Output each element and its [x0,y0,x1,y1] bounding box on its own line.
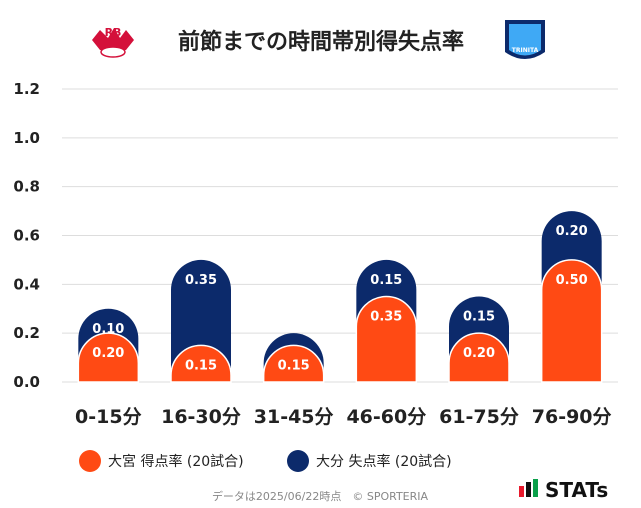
legend-swatch-home [79,450,101,472]
chart-title: 前節までの時間帯別得失点率 [178,29,464,55]
bull-icon [92,28,134,50]
x-axis: 0-15分 16-30分 31-45分 46-60分 61-75分 76-90分 [75,406,611,428]
away-logo-text: TRINITA [512,47,539,54]
home-logo-ball [100,46,126,58]
stats-brand-text: STATs [545,478,608,502]
bar-home-3 [262,344,325,383]
home-logo-text: RB [105,26,122,39]
x-tick-label: 76-90分 [532,406,612,428]
y-tick-label: 0.6 [13,227,40,245]
x-tick-label: 61-75分 [439,406,519,428]
data-label-home-1: 0.20 [92,346,124,361]
data-label-away-4: 0.15 [370,273,402,288]
legend: 大宮 得点率 (20試合) 大分 失点率 (20試合) [79,450,452,472]
stats-bar-icon-2 [526,482,531,497]
legend-label-home: 大宮 得点率 (20試合) [108,453,244,470]
away-team-logo: TRINITA [505,20,545,59]
bar-home-5 [448,332,510,383]
data-label-away-2: 0.35 [185,273,217,288]
y-axis: 0.0 0.2 0.4 0.6 0.8 1.0 1.2 [13,80,40,391]
data-label-home-3: 0.15 [278,358,310,373]
x-tick-label: 0-15分 [75,406,142,428]
data-label-away-1: 0.10 [92,322,124,337]
legend-swatch-away [287,450,309,472]
y-tick-label: 0.4 [13,275,40,293]
x-tick-label: 46-60分 [346,406,426,428]
x-tick-label: 31-45分 [254,406,334,428]
data-label-away-6: 0.20 [556,224,588,239]
stats-bar-icon-3 [533,479,538,497]
y-tick-label: 1.2 [13,80,40,98]
bars [77,211,603,383]
data-label-away-5: 0.15 [463,310,495,325]
stats-brand: STATs [519,478,608,502]
grid [62,88,618,383]
shield-inner-icon [509,24,541,56]
data-labels: 0.20 0.10 0.15 0.35 0.15 0.35 0.15 0.20 0.15 0.50… [92,224,587,373]
legend-label-away: 大分 失点率 (20試合) [316,453,452,470]
y-tick-label: 0.0 [13,373,40,391]
y-tick-label: 0.2 [13,324,40,342]
data-label-home-6: 0.50 [556,273,588,288]
data-label-home-4: 0.35 [370,310,402,325]
footer-note: データは2025/06/22時点 © SPORTERIA [212,489,429,503]
bar-home-1 [77,332,140,383]
stats-bar-icon-1 [519,486,524,497]
data-label-home-5: 0.20 [463,346,495,361]
home-team-logo: RB [92,26,134,58]
bar-home-2 [170,344,232,383]
bar-home-4 [355,295,418,383]
data-label-home-2: 0.15 [185,358,217,373]
y-tick-label: 1.0 [13,129,40,147]
bar-home-6 [540,259,603,383]
x-tick-label: 16-30分 [161,406,241,428]
y-tick-label: 0.8 [13,178,40,196]
